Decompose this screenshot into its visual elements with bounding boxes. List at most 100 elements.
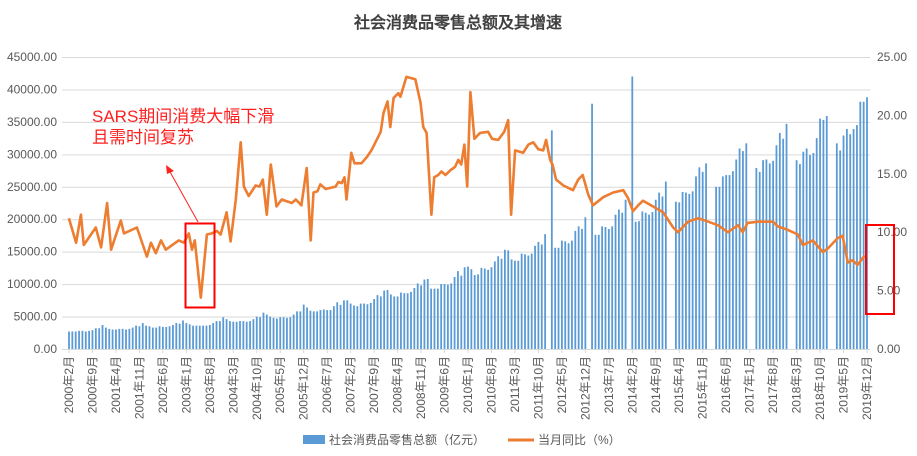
bar — [654, 199, 657, 349]
bar — [222, 317, 225, 349]
legend: 社会消费品零售总额（亿元） 当月同比（%） — [303, 432, 621, 447]
bar — [735, 159, 738, 349]
bar — [366, 304, 369, 349]
x-axis-tick-label: 2005年5月 — [273, 356, 287, 413]
right-axis-tick-label: 15.00 — [877, 167, 907, 181]
bar — [192, 325, 194, 349]
right-axis-tick-label: 5.00 — [877, 284, 901, 298]
x-axis-tick-label: 2017年1月 — [743, 356, 757, 413]
right-axis-labels: 0.00 5.00 10.00 15.00 20.00 25.00 — [877, 50, 907, 356]
bar — [353, 305, 355, 349]
bar — [229, 321, 231, 349]
bar — [681, 191, 684, 349]
bar — [403, 293, 406, 349]
x-axis-tick-label: 2012年5月 — [555, 356, 569, 413]
bar — [202, 325, 205, 349]
bar — [527, 255, 530, 349]
bar — [819, 118, 821, 350]
bar — [386, 289, 389, 349]
left-axis-tick-label: 35000.00 — [7, 115, 57, 129]
bar — [151, 327, 154, 349]
bar — [356, 306, 359, 349]
bar — [145, 325, 148, 349]
bar — [312, 311, 315, 349]
bar — [242, 321, 245, 349]
bar — [812, 153, 815, 349]
bar — [453, 276, 456, 349]
bar — [611, 226, 614, 349]
bar — [698, 167, 701, 349]
x-axis-tick-label: 2003年8月 — [203, 356, 217, 413]
bar — [510, 259, 513, 349]
bar — [299, 311, 302, 349]
bar — [420, 285, 422, 349]
bar — [443, 284, 446, 349]
bar — [165, 326, 168, 349]
bar — [493, 261, 496, 349]
bar — [316, 311, 319, 349]
bar — [577, 226, 580, 349]
bar — [584, 217, 587, 349]
bar — [255, 316, 258, 349]
x-axis-tick-label: 2001年4月 — [109, 356, 123, 413]
bar — [674, 201, 677, 349]
x-axis-tick-label: 2016年6月 — [719, 356, 733, 413]
bar — [115, 329, 117, 349]
bar — [487, 269, 490, 349]
x-axis-tick-label: 2018年3月 — [790, 356, 804, 413]
bar — [839, 150, 842, 349]
bar — [322, 309, 325, 349]
bar — [118, 328, 121, 349]
bar — [470, 269, 473, 349]
bar — [862, 101, 865, 349]
bar — [71, 331, 74, 349]
bar — [765, 159, 768, 349]
x-axis-tick-label: 2013年7月 — [602, 356, 616, 413]
bar — [245, 321, 248, 349]
bar — [460, 275, 463, 349]
bar — [725, 175, 728, 349]
right-axis-highlight-box — [865, 224, 895, 315]
bar — [856, 125, 858, 349]
bar — [239, 321, 241, 349]
bar — [326, 310, 329, 349]
bar — [148, 326, 151, 349]
left-axis-tick-label: 25000.00 — [7, 180, 57, 194]
x-axis-tick-label: 2001年11月 — [132, 356, 146, 419]
bar — [617, 209, 620, 349]
bar — [88, 330, 91, 349]
bar — [121, 328, 124, 349]
bar — [768, 163, 771, 349]
bar — [446, 284, 449, 349]
bar — [178, 323, 181, 349]
bar — [98, 328, 101, 349]
x-axis-tick-label: 2011年10月 — [531, 356, 545, 419]
bar — [235, 321, 238, 349]
x-axis-tick-label: 2019年12月 — [860, 356, 874, 420]
bar — [292, 314, 295, 349]
x-axis-tick-label: 2017年8月 — [766, 356, 780, 413]
annotation-text-line2: 且需时间复苏 — [92, 128, 194, 147]
bar — [745, 143, 748, 349]
bar — [457, 271, 459, 349]
left-axis-tick-label: 20000.00 — [7, 212, 57, 226]
bar — [540, 244, 543, 349]
x-axis-tick-label: 2007年2月 — [344, 356, 358, 413]
bar — [430, 288, 433, 349]
bar — [644, 212, 647, 349]
bar — [517, 260, 520, 349]
bar — [524, 254, 526, 349]
bar — [534, 245, 536, 349]
bar — [500, 258, 503, 349]
bar — [389, 294, 392, 349]
bar — [557, 247, 560, 349]
bar — [574, 230, 577, 349]
left-axis-tick-label: 0.00 — [34, 342, 58, 356]
bar — [208, 324, 211, 349]
bar — [275, 318, 278, 349]
bar — [705, 163, 707, 349]
bar — [651, 212, 654, 349]
bar — [614, 214, 617, 349]
x-axis-tick-label: 2000年2月 — [62, 356, 76, 413]
